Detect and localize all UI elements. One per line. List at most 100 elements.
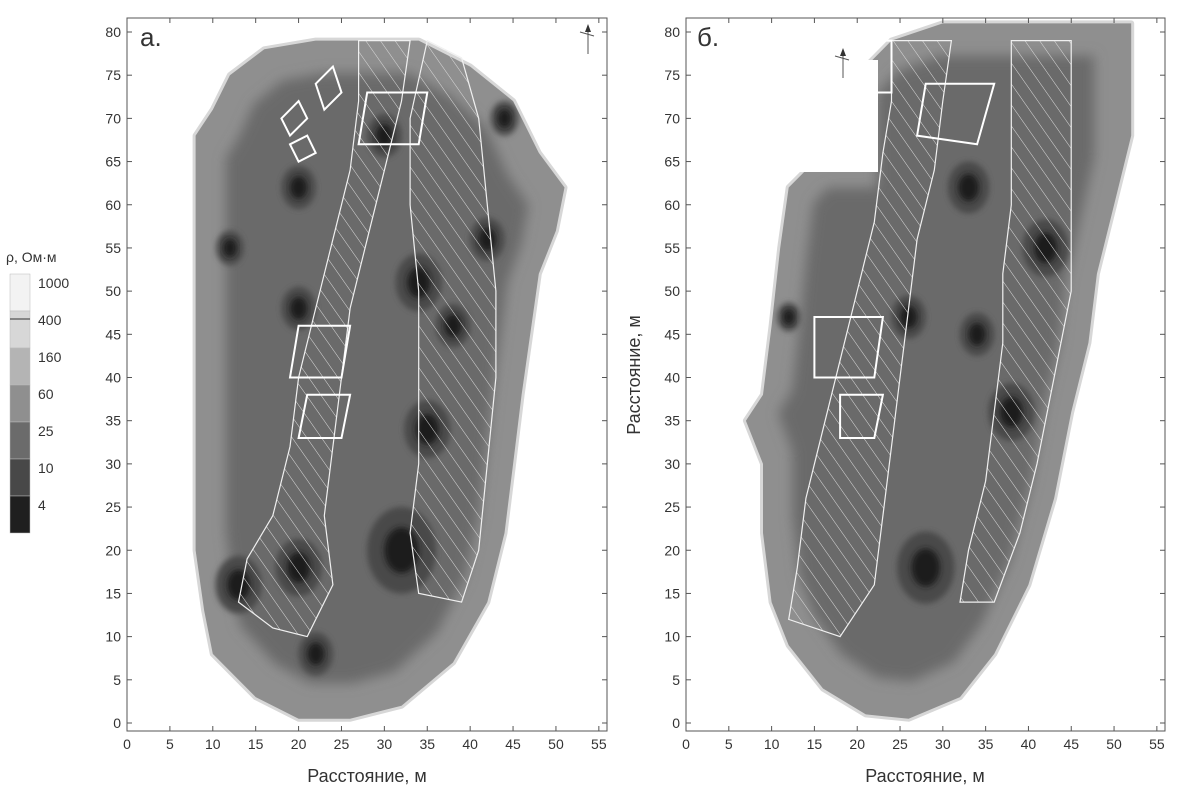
- y-tick-label: 40: [664, 370, 680, 386]
- x-tick-label: 35: [419, 736, 435, 752]
- panel-a-y-ticks: 0 5 10 15 20 25 30 35 40 45 50 55 60 65 70 75 80: [105, 24, 607, 731]
- panel-b-label: б.: [697, 22, 719, 52]
- y-tick-label: 80: [664, 24, 680, 40]
- excavation-square: [915, 82, 996, 146]
- inset-mask: [778, 60, 878, 172]
- x-tick-label: 5: [166, 736, 174, 752]
- y-tick-label: 5: [113, 672, 121, 688]
- y-tick-label: 45: [664, 326, 680, 342]
- y-tick-label: 20: [105, 542, 121, 558]
- low-resistivity-core: [911, 548, 941, 587]
- y-tick-label: 30: [664, 456, 680, 472]
- x-tick-label: 40: [462, 736, 478, 752]
- x-tick-label: 20: [291, 736, 307, 752]
- x-tick-label: 30: [377, 736, 393, 752]
- excavation-square: [314, 64, 343, 112]
- legend-swatch: [9, 273, 31, 312]
- panel-a-overlays: [237, 39, 497, 638]
- panel-b-y-ticks: 0 5 10 15 20 25 30 35 40 45 50 55 60 65 70 75 80: [664, 24, 1165, 731]
- panel-a: 0 5 10 15 20 25 30 35 40 45 50 55 0 5 10 15 20 25 30 35 40 4…: [105, 17, 608, 786]
- y-tick-label: 60: [664, 197, 680, 213]
- y-tick-label: 30: [105, 456, 121, 472]
- legend-level-label: 60: [38, 386, 54, 402]
- y-tick-label: 10: [105, 629, 121, 645]
- x-tick-label: 10: [205, 736, 221, 752]
- low-resistivity-core: [958, 173, 979, 202]
- excavation-square: [813, 316, 885, 379]
- x-tick-label: 35: [978, 736, 994, 752]
- legend-title: ρ, Ом·м: [6, 249, 57, 265]
- excavation-square: [839, 393, 885, 439]
- hatched-zone: [409, 39, 497, 603]
- y-tick-label: 80: [105, 24, 121, 40]
- low-resistivity-core: [384, 527, 419, 574]
- x-tick-label: 25: [892, 736, 908, 752]
- x-tick-label: 15: [807, 736, 823, 752]
- x-tick-label: 5: [725, 736, 733, 752]
- legend-swatch: [9, 458, 31, 497]
- excavation-square: [288, 134, 318, 163]
- x-tick-label: 55: [591, 736, 607, 752]
- hatched-zone: [237, 39, 411, 638]
- panel-a-label: а.: [140, 22, 162, 52]
- panel-b-overlays: [778, 39, 1072, 638]
- x-tick-label: 0: [123, 736, 131, 752]
- y-tick-label: 40: [105, 370, 121, 386]
- north-arrow-icon: [579, 24, 595, 54]
- y-tick-label: 70: [105, 110, 121, 126]
- x-tick-label: 0: [682, 736, 690, 752]
- hatched-zone: [959, 39, 1072, 603]
- x-tick-label: 20: [849, 736, 865, 752]
- legend-swatch: [9, 384, 31, 423]
- y-tick-label: 15: [105, 585, 121, 601]
- y-tick-label: 35: [105, 413, 121, 429]
- legend-level-label: 4: [38, 497, 46, 513]
- legend-swatch: [9, 310, 31, 349]
- x-tick-label: 40: [1021, 736, 1037, 752]
- excavation-square: [357, 91, 429, 146]
- x-tick-label: 50: [548, 736, 564, 752]
- y-tick-label: 0: [672, 715, 680, 731]
- low-resistivity-core: [497, 109, 512, 128]
- panel-b-x-ticks: 0 5 10 15 20 25 30 35 40 45 50 55: [682, 18, 1165, 752]
- y-tick-label: 60: [105, 197, 121, 213]
- panel-b-y-axis-title: Расстояние, м: [624, 315, 644, 435]
- north-arrow-icon: [834, 48, 850, 78]
- legend-level-label: 400: [38, 312, 62, 328]
- legend-level-label: 25: [38, 423, 54, 439]
- y-tick-label: 15: [664, 585, 680, 601]
- low-resistivity-core: [289, 175, 308, 199]
- legend-level-label: 160: [38, 349, 62, 365]
- low-resistivity-core: [968, 322, 986, 346]
- legend-level-label: 1000: [38, 275, 69, 291]
- y-tick-label: 10: [664, 629, 680, 645]
- y-tick-label: 5: [672, 672, 680, 688]
- low-resistivity-core: [307, 642, 325, 666]
- low-resistivity-core: [289, 296, 308, 320]
- y-tick-label: 35: [664, 413, 680, 429]
- x-tick-label: 55: [1149, 736, 1165, 752]
- excavation-square: [280, 99, 309, 138]
- y-tick-label: 50: [105, 283, 121, 299]
- y-tick-label: 75: [105, 67, 121, 83]
- x-tick-label: 25: [334, 736, 350, 752]
- y-tick-label: 25: [105, 499, 121, 515]
- y-tick-label: 25: [664, 499, 680, 515]
- panel-b-x-axis-title: Расстояние, м: [865, 766, 985, 786]
- y-tick-label: 0: [113, 715, 121, 731]
- legend-level-label: 10: [38, 460, 54, 476]
- low-resistivity-core: [782, 309, 795, 325]
- x-tick-label: 10: [764, 736, 780, 752]
- excavation-square: [297, 393, 352, 439]
- x-tick-label: 30: [935, 736, 951, 752]
- x-tick-label: 45: [1063, 736, 1079, 752]
- resistivity-legend: ρ, Ом·м 1000 400 160 60 25 10 4: [6, 249, 69, 534]
- y-tick-label: 50: [664, 283, 680, 299]
- y-tick-label: 70: [664, 110, 680, 126]
- excavation-square: [288, 324, 352, 379]
- panel-b: 0 5 10 15 20 25 30 35 40 45 50 55 0 5 10 15 20 25 30 35 40 4…: [624, 17, 1166, 786]
- y-tick-label: 45: [105, 326, 121, 342]
- low-resistivity-core: [223, 238, 237, 258]
- panel-a-x-axis-title: Расстояние, м: [307, 766, 427, 786]
